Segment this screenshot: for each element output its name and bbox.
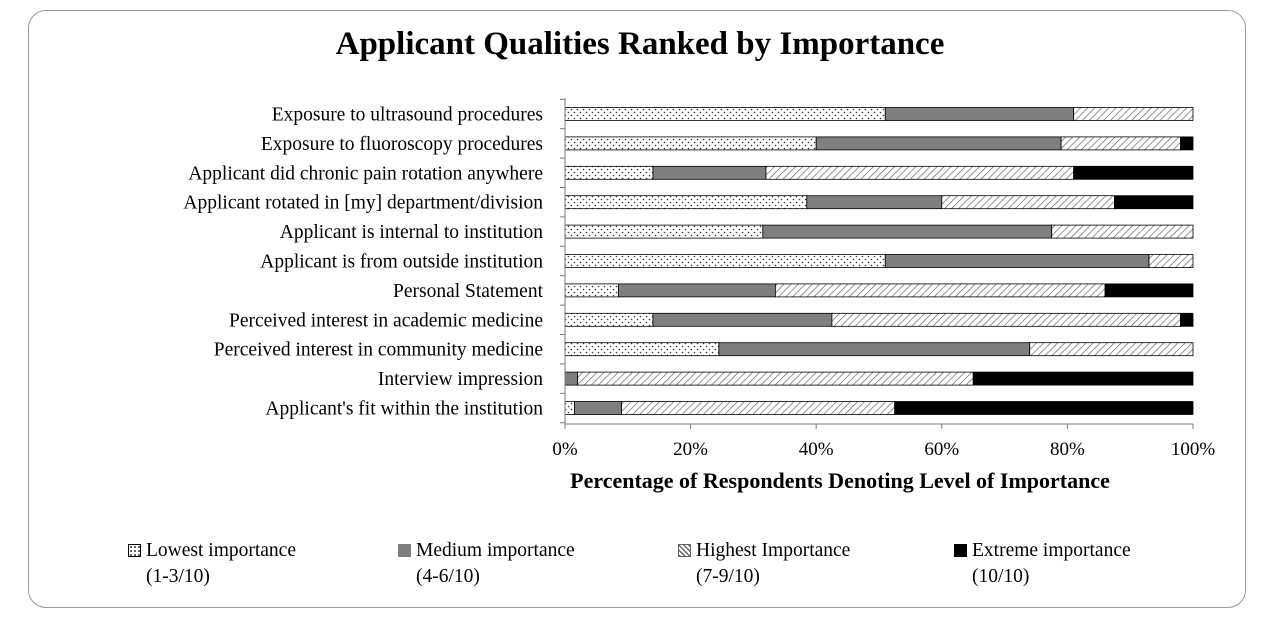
bar-segment-highest-importance-perceived-interest-in-academic-medicine	[831, 312, 1181, 327]
category-label-perceived-interest-in-academic-medicine: Perceived interest in academic medicine	[229, 310, 543, 331]
x-tick-label-0pct: 0%	[552, 439, 578, 460]
legend: Lowest importance (1-3/10) Medium import…	[0, 538, 1280, 598]
legend-label-medium: Medium importance	[416, 540, 575, 561]
bar-segment-highest-importance-exposure-to-ultrasound-procedures	[1073, 107, 1194, 121]
legend-label-extreme: Extreme importance	[972, 540, 1131, 561]
bar-segment-highest-importance-personal-statement	[774, 283, 1106, 298]
bar-segment-highest-importance-exposure-to-fluoroscopy-procedures	[1060, 136, 1181, 151]
category-label-applicant-did-chronic-pain-rotation-anywhere: Applicant did chronic pain rotation anyw…	[188, 163, 543, 184]
bar-segment-lowest-importance-perceived-interest-in-community-medicine	[564, 342, 720, 357]
legend-swatch-medium	[398, 544, 411, 557]
bar-segment-lowest-importance-applicant-is-from-outside-institution	[564, 254, 886, 268]
legend-swatch-extreme	[954, 544, 967, 557]
category-label-applicant-rotated-in-my-department-division: Applicant rotated in [my] department/div…	[183, 193, 543, 214]
bar-segment-lowest-importance-perceived-interest-in-academic-medicine	[564, 312, 654, 327]
category-label-applicant-s-fit-within-the-institution: Applicant's fit within the institution	[265, 399, 543, 420]
bar-segment-highest-importance-applicant-rotated-in-my-department-division	[941, 195, 1115, 210]
legend-label-lowest: Lowest importance	[146, 540, 296, 561]
bar-segment-highest-importance-perceived-interest-in-community-medicine	[1029, 342, 1194, 357]
x-tick-label-80pct: 80%	[1050, 439, 1085, 460]
bar-segment-medium-importance-exposure-to-ultrasound-procedures	[884, 107, 1075, 121]
category-label-exposure-to-ultrasound-procedures: Exposure to ultrasound procedures	[272, 105, 543, 126]
legend-range-lowest: (1-3/10)	[146, 566, 210, 587]
bar-segment-lowest-importance-applicant-rotated-in-my-department-division	[564, 195, 808, 210]
legend-swatch-highest	[678, 544, 691, 557]
bar-segment-lowest-importance-personal-statement	[564, 283, 619, 298]
bar-segment-medium-importance-personal-statement	[617, 283, 776, 298]
bar-segment-lowest-importance-exposure-to-fluoroscopy-procedures	[564, 136, 817, 151]
bar-segment-extreme-importance-applicant-did-chronic-pain-rotation-anywhere	[1073, 165, 1194, 180]
bar-segment-medium-importance-perceived-interest-in-academic-medicine	[652, 312, 833, 327]
legend-range-medium: (4-6/10)	[416, 566, 480, 587]
category-label-perceived-interest-in-community-medicine: Perceived interest in community medicine	[214, 340, 543, 361]
x-tick-label-20pct: 20%	[673, 439, 708, 460]
category-label-applicant-is-internal-to-institution: Applicant is internal to institution	[280, 222, 543, 243]
x-tick-label-60pct: 60%	[924, 439, 959, 460]
legend-swatch-lowest	[128, 544, 141, 557]
bar-segment-lowest-importance-exposure-to-ultrasound-procedures	[564, 107, 886, 121]
bar-segment-medium-importance-exposure-to-fluoroscopy-procedures	[815, 136, 1062, 151]
bar-segment-medium-importance-applicant-rotated-in-my-department-division	[806, 195, 943, 210]
bar-segment-extreme-importance-exposure-to-fluoroscopy-procedures	[1180, 136, 1194, 151]
bar-segment-lowest-importance-applicant-is-internal-to-institution	[564, 224, 764, 239]
x-axis-title: Percentage of Respondents Denoting Level…	[570, 468, 1110, 493]
bar-segment-highest-importance-applicant-s-fit-within-the-institution	[621, 401, 896, 415]
category-label-personal-statement: Personal Statement	[393, 281, 544, 302]
category-label-applicant-is-from-outside-institution: Applicant is from outside institution	[260, 252, 543, 273]
bar-segment-extreme-importance-applicant-rotated-in-my-department-division	[1114, 195, 1194, 210]
legend-range-extreme: (10/10)	[972, 566, 1030, 587]
bar-segment-highest-importance-applicant-is-internal-to-institution	[1051, 224, 1194, 239]
bar-segment-extreme-importance-interview-impression	[972, 371, 1194, 386]
bar-segment-extreme-importance-personal-statement	[1104, 283, 1194, 298]
bar-segment-highest-importance-applicant-is-from-outside-institution	[1148, 254, 1194, 268]
x-tick-label-40pct: 40%	[799, 439, 834, 460]
bar-segment-highest-importance-applicant-did-chronic-pain-rotation-anywhere	[765, 165, 1075, 180]
legend-range-highest: (7-9/10)	[696, 566, 760, 587]
bar-segment-medium-importance-applicant-did-chronic-pain-rotation-anywhere	[652, 165, 767, 180]
chart-title: Applicant Qualities Ranked by Importance	[335, 26, 945, 62]
bar-segment-extreme-importance-applicant-s-fit-within-the-institution	[894, 401, 1194, 415]
bar-segment-extreme-importance-perceived-interest-in-academic-medicine	[1180, 312, 1194, 327]
category-label-exposure-to-fluoroscopy-procedures: Exposure to fluoroscopy procedures	[261, 134, 543, 155]
bar-segment-lowest-importance-applicant-s-fit-within-the-institution	[564, 401, 575, 415]
bar-segment-highest-importance-interview-impression	[577, 371, 974, 386]
bar-segment-medium-importance-interview-impression	[564, 371, 578, 386]
x-tick-label-100pct: 100%	[1171, 439, 1216, 460]
bar-segment-medium-importance-applicant-is-from-outside-institution	[884, 254, 1150, 268]
bar-segment-medium-importance-applicant-s-fit-within-the-institution	[574, 401, 622, 415]
bar-segment-medium-importance-perceived-interest-in-community-medicine	[718, 342, 1031, 357]
category-label-interview-impression: Interview impression	[378, 369, 543, 390]
bar-segment-medium-importance-applicant-is-internal-to-institution	[762, 224, 1053, 239]
legend-label-highest: Highest Importance	[696, 540, 851, 561]
bar-segment-lowest-importance-applicant-did-chronic-pain-rotation-anywhere	[564, 165, 654, 180]
